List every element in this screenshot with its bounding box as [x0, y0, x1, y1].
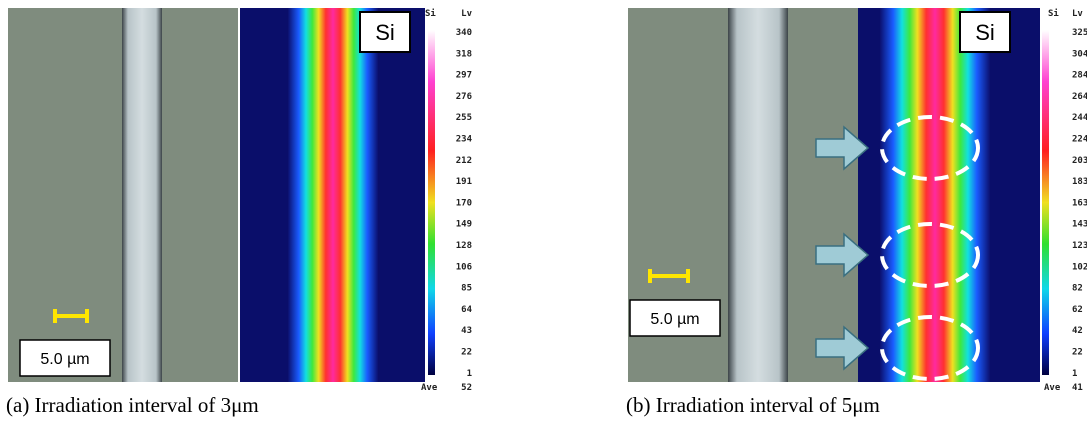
colorbar-level: 42	[1072, 326, 1083, 336]
colorbar-level: 255	[456, 113, 472, 123]
colorbar-level: 102	[1072, 262, 1087, 272]
colorbar-level: 22	[461, 348, 472, 358]
colorbar-level: 143	[1072, 220, 1087, 230]
colorbar-level: 170	[456, 198, 472, 208]
si-band	[880, 8, 990, 382]
colorbar-level: 304	[1072, 49, 1087, 59]
colorbar	[1042, 30, 1049, 375]
average-value: 41	[1072, 383, 1083, 393]
colorbar-level: 85	[461, 284, 472, 294]
colorbar-level: 234	[456, 135, 473, 145]
colorbar-level: 1	[467, 369, 472, 379]
colorbar-level: 244	[1072, 113, 1087, 123]
colorbar-level: 212	[456, 156, 472, 166]
si-band	[288, 8, 378, 382]
colorbar-level: 325	[1072, 28, 1087, 38]
colorbar-level: 43	[461, 326, 472, 336]
colorbar	[428, 30, 435, 375]
colorbar-level: 318	[456, 49, 472, 59]
colorbar-level: 149	[456, 220, 472, 230]
colorbar-unit: Lv	[461, 9, 472, 19]
colorbar-level: 183	[1072, 177, 1087, 187]
scale-label: 5.0 µm	[650, 311, 699, 328]
colorbar-level: 203	[1072, 156, 1087, 166]
colorbar-level: 22	[1072, 348, 1083, 358]
colorbar-level: 82	[1072, 284, 1083, 294]
average-label: Ave	[1044, 383, 1061, 393]
map-label: Si	[975, 20, 995, 45]
map-label: Si	[375, 20, 395, 45]
colorbar-element: Si	[1048, 8, 1059, 19]
colorbar-level: 340	[456, 28, 472, 38]
colorbar-level: 276	[456, 92, 472, 102]
colorbar-level: 284	[1072, 71, 1087, 81]
deposited-line	[728, 8, 788, 382]
colorbar-level: 224	[1072, 135, 1087, 145]
colorbar-element: Si	[425, 8, 436, 19]
caption: (b) Irradiation interval of 5μm	[626, 393, 880, 417]
colorbar-level: 163	[1072, 198, 1087, 208]
colorbar-level: 62	[1072, 305, 1083, 315]
colorbar-level: 191	[456, 177, 472, 187]
colorbar-level: 123	[1072, 241, 1087, 251]
colorbar-level: 128	[456, 241, 472, 251]
colorbar-unit: Lv	[1072, 9, 1083, 19]
average-label: Ave	[421, 383, 438, 393]
colorbar-level: 297	[456, 71, 472, 81]
average-value: 52	[461, 383, 472, 393]
caption: (a) Irradiation interval of 3μm	[6, 393, 259, 417]
colorbar-level: 106	[456, 262, 472, 272]
deposited-line	[122, 8, 162, 382]
colorbar-level: 264	[1072, 92, 1087, 102]
colorbar-level: 64	[461, 305, 472, 315]
figure: Si 5.0 µm Si Lv 340 318 297 276 255 234 212 191 170 1…	[0, 0, 1087, 421]
scale-label: 5.0 µm	[40, 351, 89, 368]
colorbar-level: 1	[1072, 369, 1077, 379]
